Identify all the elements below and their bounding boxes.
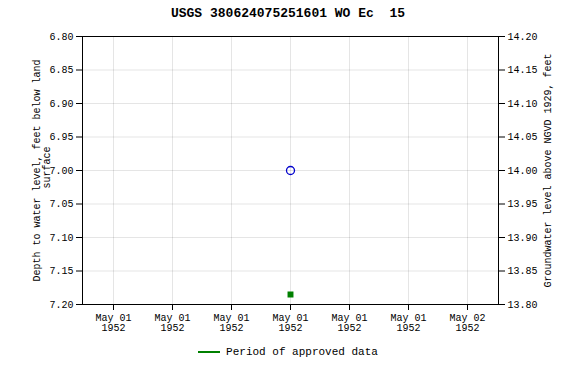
svg-text:7.20: 7.20 <box>49 300 73 311</box>
svg-text:May 011952: May 011952 <box>390 313 426 334</box>
html-text:USGS 380624075251601 WO Ec 15: USGS 380624075251601 WO Ec 15 <box>171 6 405 21</box>
svg-text:May 011952: May 011952 <box>213 313 249 334</box>
svg-text:14.15: 14.15 <box>508 65 538 76</box>
svg-text:13.90: 13.90 <box>508 233 538 244</box>
svg-text:14.05: 14.05 <box>508 132 538 143</box>
html-text:Period of approved data: Period of approved data <box>226 346 378 358</box>
svg-text:13.80: 13.80 <box>508 300 538 311</box>
svg-text:7.05: 7.05 <box>49 199 73 210</box>
svg-text:May 011952: May 011952 <box>272 313 308 334</box>
svg-text:14.00: 14.00 <box>508 166 538 177</box>
svg-text:May 011952: May 011952 <box>331 313 367 334</box>
svg-text:May 011952: May 011952 <box>154 313 190 334</box>
svg-text:6.95: 6.95 <box>49 132 73 143</box>
svg-text:6.80: 6.80 <box>49 32 73 43</box>
svg-text:May 021952: May 021952 <box>449 313 485 334</box>
svg-text:6.90: 6.90 <box>49 99 73 110</box>
svg-text:Depth to water level, feet bel: Depth to water level, feet below land su… <box>32 59 53 281</box>
svg-text:7.10: 7.10 <box>49 233 73 244</box>
svg-text:14.20: 14.20 <box>508 32 538 43</box>
svg-text:7.15: 7.15 <box>49 266 73 277</box>
svg-text:May 011952: May 011952 <box>95 313 131 334</box>
svg-text:13.95: 13.95 <box>508 199 538 210</box>
svg-text:13.85: 13.85 <box>508 266 538 277</box>
svg-text:6.85: 6.85 <box>49 65 73 76</box>
svg-text:7.00: 7.00 <box>49 166 73 177</box>
svg-text:Groundwater level above NGVD 1: Groundwater level above NGVD 1929, feet <box>543 53 554 287</box>
svg-text:14.10: 14.10 <box>508 99 538 110</box>
